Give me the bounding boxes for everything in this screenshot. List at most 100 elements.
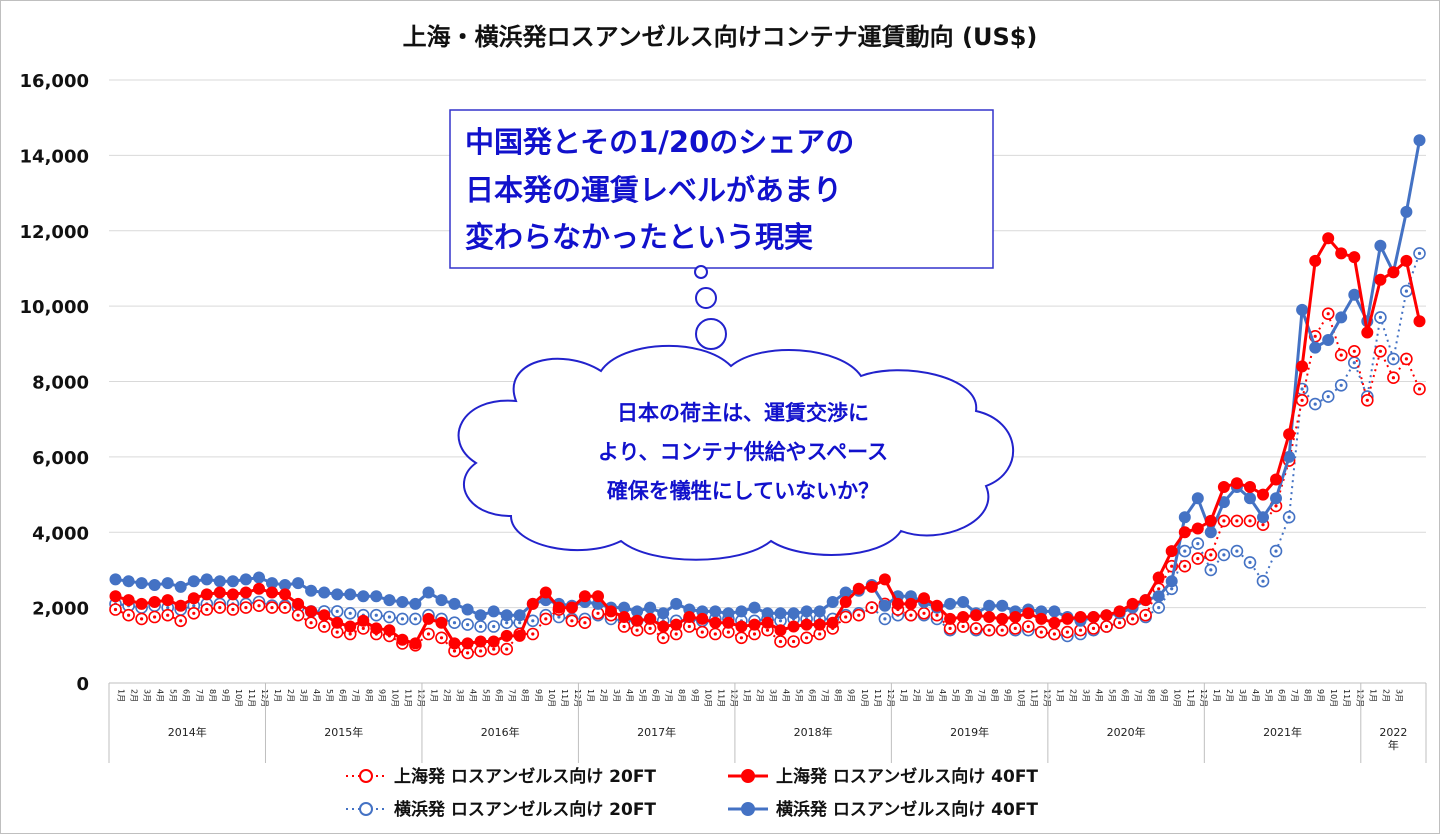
data-point [578,590,591,603]
data-point-center [1222,553,1226,557]
x-month-label: 1月 [742,689,751,702]
data-point-center [1391,376,1395,380]
x-month-label: 4月 [469,689,478,702]
data-point-center [335,609,339,614]
data-point [1400,205,1413,218]
x-year-label: 2016年 [481,725,520,739]
data-point-center [1404,289,1408,293]
data-point [1400,254,1413,267]
x-month-label: 8月 [834,689,843,702]
x-month-label: 11月 [716,689,725,707]
data-point [813,618,826,631]
data-point-center [687,624,691,629]
data-point-center [948,626,952,631]
data-point-center [700,630,704,634]
data-point [1009,611,1022,623]
x-year-label: 2022 年 [1379,726,1407,752]
data-point [487,635,500,648]
x-month-label: 3月 [612,689,621,702]
data-point-center [426,632,431,636]
data-point [1296,360,1309,373]
data-point [670,597,683,610]
x-month-label: 9月 [847,689,856,702]
data-point [878,599,891,612]
x-month-label: 3月 [1081,689,1090,702]
data-point-center [635,628,639,632]
x-month-label: 3月 [143,689,152,702]
data-point-center [1183,564,1187,568]
x-month-label: 2月 [912,689,921,702]
data-point-center [192,604,196,608]
data-point [370,622,383,635]
data-point [774,624,787,637]
data-point-center [1248,560,1252,565]
data-point-center [1091,626,1096,631]
x-month-label: 8月 [1303,689,1312,702]
data-point-center [231,607,235,612]
data-point [383,624,396,637]
x-month-label: 7月 [1134,689,1143,702]
data-point [226,575,239,588]
data-point-center [922,611,926,615]
data-point [187,575,200,588]
data-point [279,588,291,601]
x-year-label: 2020年 [1107,725,1146,739]
data-point-center [479,624,483,629]
data-point-center [857,613,861,617]
data-point-center [1352,361,1356,365]
x-month-label: 7月 [508,689,517,702]
x-month-label: 4月 [1251,689,1260,702]
x-month-label: 3月 [1394,689,1403,702]
data-point [409,597,422,610]
x-month-label: 3月 [456,689,465,702]
data-point [331,588,344,601]
data-point [1035,612,1048,625]
data-point [1061,612,1074,625]
x-month-label: 11月 [1029,689,1038,707]
data-point [435,616,448,629]
x-month-label: 10月 [234,689,243,707]
data-point [253,571,265,584]
data-point [696,612,709,625]
data-point [174,599,187,612]
legend-swatch-marker [741,769,755,783]
y-tick-label: 2,000 [32,599,89,620]
data-point-center [283,606,287,610]
x-month-label: 3月 [925,689,934,702]
x-month-label: 11月 [1342,689,1351,707]
thought-cloud: 日本の荷主は、運賃交渉に より、コンテナ供給やスペース 確保を犠牲にしていないか… [457,344,1014,561]
legend-item-yokohama-40ft: 横浜発 ロスアンゼルス向け 40FT [728,799,1038,820]
y-tick-label: 4,000 [32,523,89,544]
data-point [122,594,135,607]
data-point-center [505,647,509,651]
data-point [344,588,357,601]
x-month-label: 2月 [443,689,452,702]
data-point-center [1417,387,1422,391]
x-month-label: 5月 [325,689,334,702]
data-point [1348,251,1361,264]
x-month-label: 1月 [1368,689,1377,702]
x-month-label: 5月 [951,689,960,702]
data-point [957,611,970,623]
data-point-center [257,604,261,608]
data-point [944,612,957,625]
x-month-label: 7月 [821,689,830,702]
data-point-center [1131,617,1135,621]
data-point-center [1417,251,1422,255]
x-month-label: 5月 [1264,689,1273,702]
data-point [904,597,917,610]
data-point [565,601,578,614]
x-month-label: 11月 [247,689,256,707]
x-month-label: 1月 [429,689,438,702]
callout-line-3: 変わらなかったという現実 [465,220,813,254]
data-point [239,573,252,586]
data-point [148,579,161,591]
legend-swatch-marker [359,769,373,783]
data-point [422,586,435,599]
data-point [735,605,748,618]
data-point [1413,315,1426,328]
data-point [1257,511,1269,524]
data-point [213,575,226,588]
data-point [1348,288,1361,301]
data-point [944,597,957,610]
